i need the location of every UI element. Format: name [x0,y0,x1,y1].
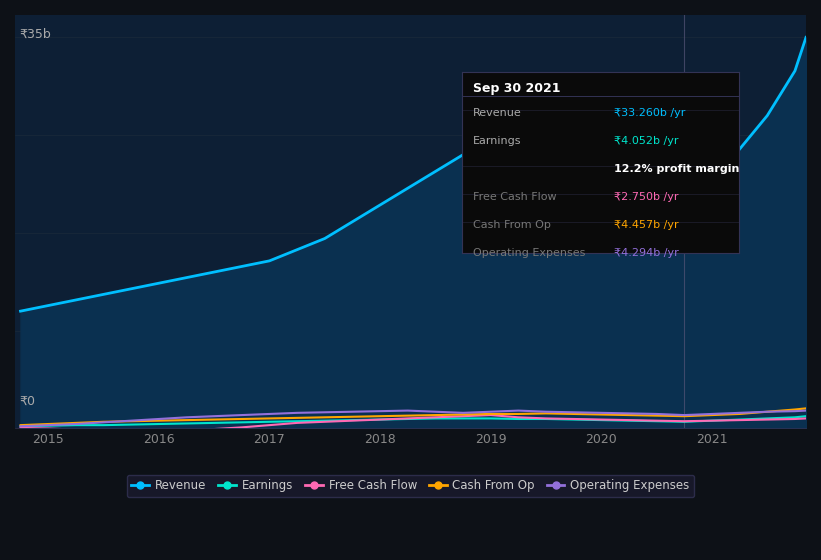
Text: ₹0: ₹0 [19,395,35,408]
Text: Free Cash Flow: Free Cash Flow [473,192,557,202]
Text: 12.2% profit margin: 12.2% profit margin [614,164,740,174]
Text: ₹4.294b /yr: ₹4.294b /yr [614,248,679,258]
Text: Revenue: Revenue [473,108,522,118]
Text: ₹4.052b /yr: ₹4.052b /yr [614,136,679,146]
Text: Sep 30 2021: Sep 30 2021 [473,82,561,95]
Text: ₹4.457b /yr: ₹4.457b /yr [614,220,679,230]
Text: Operating Expenses: Operating Expenses [473,248,585,258]
Text: Cash From Op: Cash From Op [473,220,551,230]
Text: Earnings: Earnings [473,136,521,146]
Legend: Revenue, Earnings, Free Cash Flow, Cash From Op, Operating Expenses: Revenue, Earnings, Free Cash Flow, Cash … [126,474,695,497]
Text: ₹2.750b /yr: ₹2.750b /yr [614,192,679,202]
Text: ₹33.260b /yr: ₹33.260b /yr [614,108,686,118]
Text: ₹35b: ₹35b [19,27,51,40]
